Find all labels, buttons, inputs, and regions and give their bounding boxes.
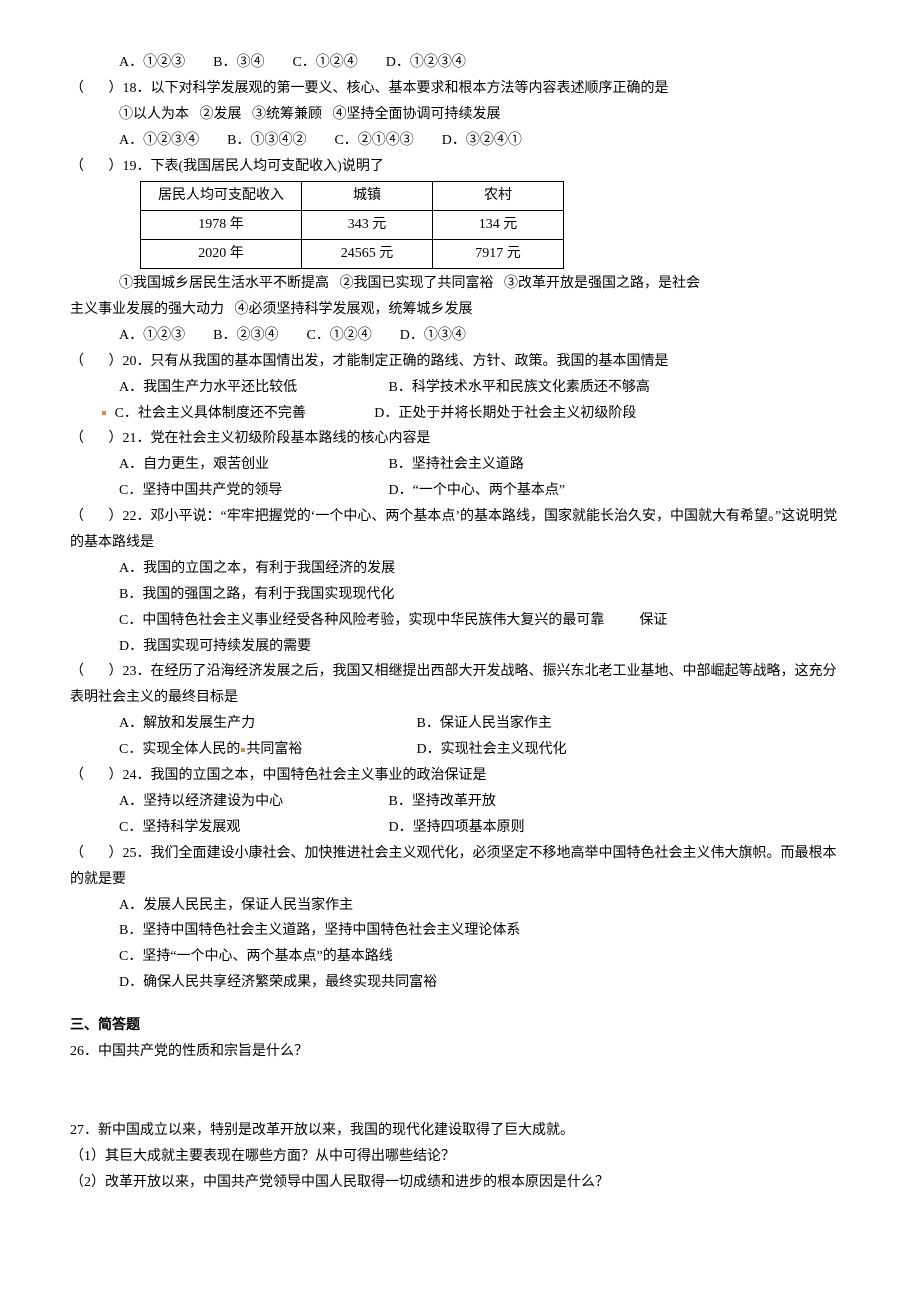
q17-options: A．①②③ B．③④ C．①②④ D．①②③④ — [70, 50, 850, 76]
q21-optA: A．自力更生，艰苦创业 — [119, 452, 385, 478]
q18-options: A．①②③④ B．①③④② C．②①④③ D．③②④① — [70, 128, 850, 154]
q22-optB: B．我国的强国之路，有利于我国实现现代化 — [70, 582, 850, 608]
q25-optB: B．坚持中国特色社会主义道路，坚持中国特色社会主义理论体系 — [70, 918, 850, 944]
q22-optA: A．我国的立国之本，有利于我国经济的发展 — [70, 556, 850, 582]
table-cell: 居民人均可支配收入 — [141, 182, 302, 211]
q21-options-row1: A．自力更生，艰苦创业 B．坚持社会主义道路 — [70, 452, 850, 478]
q18-sub: ①以人为本 ②发展 ③统筹兼顾 ④坚持全面协调可持续发展 — [70, 102, 850, 128]
q25-optD: D．确保人民共享经济繁荣成果，最终实现共同富裕 — [70, 970, 850, 996]
q23-optD: D．实现社会主义现代化 — [417, 742, 567, 757]
table-cell: 农村 — [433, 182, 564, 211]
table-row: 居民人均可支配收入 城镇 农村 — [141, 182, 564, 211]
blank-space — [70, 1065, 850, 1115]
q23-head: （ ）23．在经历了沿海经济发展之后，我国又相继提出西部大开发战略、振兴东北老工… — [70, 659, 850, 711]
q21-options-row2: C．坚持中国共产党的领导 D．“一个中心、两个基本点” — [70, 478, 850, 504]
q27-part1: （1）其巨大成就主要表现在哪些方面？从中可得出哪些结论？ — [70, 1144, 850, 1170]
q23-options-row1: A．解放和发展生产力 B．保证人民当家作主 — [70, 711, 850, 737]
table-cell: 24565 元 — [302, 240, 433, 269]
q24-optC: C．坚持科学发展观 — [119, 815, 385, 841]
q27-part2: （2）改革开放以来，中国共产党领导中国人民取得一切成绩和进步的根本原因是什么？ — [70, 1170, 850, 1196]
table-cell: 7917 元 — [433, 240, 564, 269]
q25-optA: A．发展人民民主，保证人民当家作主 — [70, 893, 850, 919]
q19-head: （ ）19．下表(我国居民人均可支配收入)说明了 — [70, 154, 850, 180]
q20-optB: B．科学技术水平和民族文化素质还不够高 — [389, 380, 650, 395]
q20-options-row1: A．我国生产力水平还比较低 B．科学技术水平和民族文化素质还不够高 — [70, 375, 850, 401]
q21-optC: C．坚持中国共产党的领导 — [119, 478, 385, 504]
q23-options-row2: C．实现全体人民的共同富裕 D．实现社会主义现代化 — [70, 737, 850, 763]
q22-optC: C．中国特色社会主义事业经受各种风险考验，实现中华民族伟大复兴的最可靠 保证 — [70, 608, 850, 634]
q24-head: （ ）24．我国的立国之本，中国特色社会主义事业的政治保证是 — [70, 763, 850, 789]
q25-optC: C．坚持“一个中心、两个基本点”的基本路线 — [70, 944, 850, 970]
q23-optB: B．保证人民当家作主 — [417, 716, 552, 731]
q20-optD: D．正处于并将长期处于社会主义初级阶段 — [374, 406, 636, 421]
q22-head: （ ）22．邓小平说：“牢牢把握党的‘一个中心、两个基本点’的基本路线，国家就能… — [70, 504, 850, 556]
q23-optC: C．实现全体人民的共同富裕 — [119, 737, 413, 763]
q20-head: （ ）20．只有从我国的基本国情出发，才能制定正确的路线、方针、政策。我国的基本… — [70, 349, 850, 375]
q24-optA: A．坚持以经济建设为中心 — [119, 789, 385, 815]
q20-optA: A．我国生产力水平还比较低 — [119, 375, 385, 401]
marker-dot-icon — [241, 748, 245, 752]
marker-dot-icon — [102, 411, 106, 415]
table-cell: 2020 年 — [141, 240, 302, 269]
q25-head: （ ）25．我们全面建设小康社会、加快推进社会主义观代化，必须坚定不移地高举中国… — [70, 841, 850, 893]
q23-optC-post: 共同富裕 — [246, 742, 302, 757]
table-row: 1978 年 343 元 134 元 — [141, 211, 564, 240]
q27-head: 27．新中国成立以来，特别是改革开放以来，我国的现代化建设取得了巨大成就。 — [70, 1118, 850, 1144]
table-row: 2020 年 24565 元 7917 元 — [141, 240, 564, 269]
q18-head: （ ）18．以下对科学发展观的第一要义、核心、基本要求和根本方法等内容表述顺序正… — [70, 76, 850, 102]
q22-optD: D．我国实现可持续发展的需要 — [70, 634, 850, 660]
table-cell: 343 元 — [302, 211, 433, 240]
q19-sub-line1: ①我国城乡居民生活水平不断提高 ②我国已实现了共同富裕 ③改革开放是强国之路，是… — [70, 271, 850, 297]
q24-options-row1: A．坚持以经济建设为中心 B．坚持改革开放 — [70, 789, 850, 815]
q20-options-row2: C．社会主义具体制度还不完善 D．正处于并将长期处于社会主义初级阶段 — [70, 401, 850, 427]
q19-sub-line2: 主义事业发展的强大动力 ④必须坚持科学发展观，统筹城乡发展 — [70, 297, 850, 323]
q26: 26．中国共产党的性质和宗旨是什么？ — [70, 1039, 850, 1065]
q23-optA: A．解放和发展生产力 — [119, 711, 413, 737]
q19-table: 居民人均可支配收入 城镇 农村 1978 年 343 元 134 元 2020 … — [140, 181, 564, 269]
q21-optD: D．“一个中心、两个基本点” — [389, 483, 566, 498]
q24-options-row2: C．坚持科学发展观 D．坚持四项基本原则 — [70, 815, 850, 841]
q20-optC: C．社会主义具体制度还不完善 — [115, 401, 371, 427]
q21-optB: B．坚持社会主义道路 — [389, 457, 524, 472]
q24-optD: D．坚持四项基本原则 — [389, 820, 525, 835]
table-cell: 134 元 — [433, 211, 564, 240]
q23-optC-pre: C．实现全体人民的 — [119, 742, 240, 757]
q19-options: A．①②③ B．②③④ C．①②④ D．①③④ — [70, 323, 850, 349]
section-3-title: 三、简答题 — [70, 1013, 850, 1039]
q21-head: （ ）21．党在社会主义初级阶段基本路线的核心内容是 — [70, 426, 850, 452]
q24-optB: B．坚持改革开放 — [389, 794, 496, 809]
table-cell: 1978 年 — [141, 211, 302, 240]
table-cell: 城镇 — [302, 182, 433, 211]
